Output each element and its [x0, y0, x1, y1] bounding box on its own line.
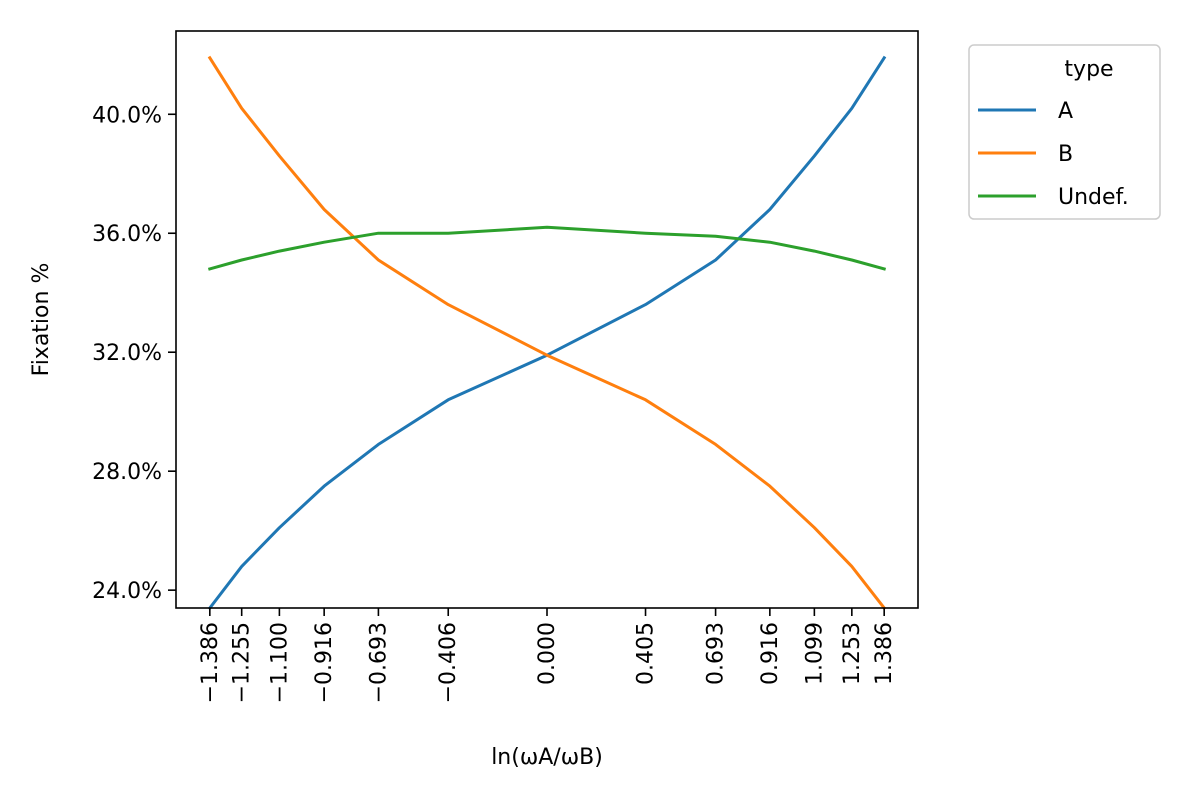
legend-items: AB Undef.: [978, 99, 1129, 210]
legend-label: B: [1058, 142, 1073, 167]
x-tick-label: −0.406: [436, 622, 461, 703]
series-line-b: [207, 55, 887, 611]
x-tick-label: −0.916: [312, 622, 337, 703]
y-tick-label: 32.0%: [92, 341, 162, 366]
x-tick-label: −1.255: [230, 622, 255, 703]
x-tick-label: −1.100: [267, 622, 292, 703]
x-tick-label: 1.099: [802, 622, 827, 685]
legend-box: [968, 44, 1161, 220]
x-axis-label: ln(ωA/ωB): [491, 745, 603, 770]
y-tick-label: 36.0%: [92, 222, 162, 247]
x-tick-label: 0.405: [634, 622, 659, 685]
y-axis: 24.0% 28.0% 32.0% 36.0% 40.0%: [92, 103, 176, 604]
x-tick-label: −1.386: [198, 622, 223, 703]
x-tick-label: 1.386: [872, 622, 897, 685]
x-tick-label: 0.916: [758, 622, 783, 685]
x-tick-label: 1.253: [840, 622, 865, 685]
series-line-a: [207, 55, 887, 611]
y-tick-label: 40.0%: [92, 103, 162, 128]
x-tick-label: 0.693: [704, 622, 729, 685]
x-tick-label: −0.693: [366, 622, 391, 703]
x-tick-label: 0.000: [535, 622, 560, 685]
y-tick-label: 24.0%: [92, 579, 162, 604]
legend: type AB Undef.: [968, 44, 1161, 220]
legend-title: type: [1064, 57, 1113, 82]
legend-label: A: [1058, 99, 1073, 124]
legend-label: Undef.: [1058, 185, 1129, 210]
series-line-undef: [207, 225, 887, 271]
y-axis-label: Fixation %: [29, 263, 54, 377]
x-axis: −1.386 −1.255 −1.100 −0.916 −0.693 −0.406 0.00…: [198, 608, 897, 703]
y-tick-label: 28.0%: [92, 460, 162, 485]
series-layer: [207, 55, 887, 611]
